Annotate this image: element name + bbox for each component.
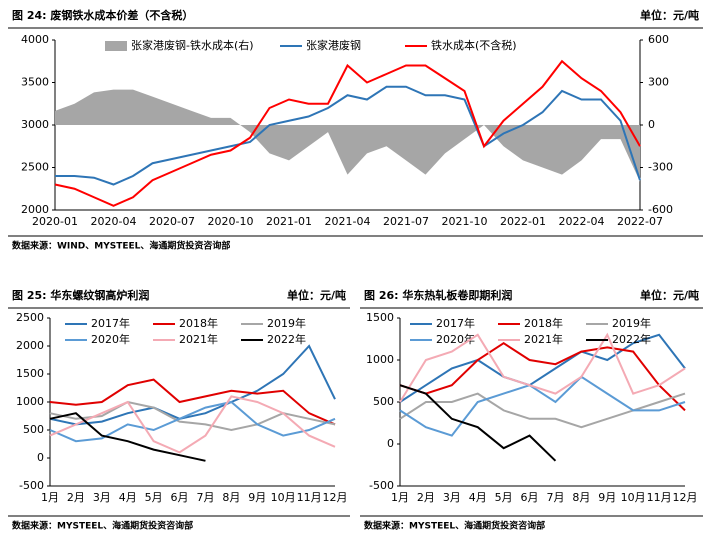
x-tick-label: 2020-07 (149, 215, 195, 228)
y-tick-label: 2500 (16, 311, 44, 324)
x-tick-label: 9月 (598, 491, 616, 504)
x-tick-label: 7月 (546, 491, 564, 504)
y-tick-label: 2000 (16, 339, 44, 352)
x-tick-label: 11月 (647, 491, 672, 504)
legend-label: 2020年 (91, 332, 130, 346)
y-tick-label: 4000 (21, 33, 49, 46)
x-tick-label: 6月 (171, 491, 189, 504)
x-tick-label: 2021-04 (325, 215, 371, 228)
y-tick-label: 1000 (366, 353, 394, 366)
y-tick-label: 500 (373, 395, 394, 408)
legend-label: 铁水成本(不含税) (431, 38, 517, 52)
legend-label: 2021年 (524, 332, 563, 346)
x-tick-label: 6月 (521, 491, 539, 504)
x-tick-label: 8月 (222, 491, 240, 504)
x-tick-label: 5月 (495, 491, 513, 504)
x-tick-label: 2021-10 (442, 215, 488, 228)
chart-title: 图 25: 华东螺纹钢高炉利润 (12, 288, 149, 302)
chart-title: 图 24: 废钢铁水成本价差（不含税） (12, 8, 193, 22)
x-tick-label: 2020-04 (91, 215, 137, 228)
y-tick-label: 2000 (21, 203, 49, 216)
x-tick-label: 3月 (93, 491, 111, 504)
y2-tick-label: 0 (648, 118, 655, 131)
x-tick-label: 2月 (417, 491, 435, 504)
x-tick-label: 7月 (196, 491, 214, 504)
y-tick-label: -500 (19, 479, 44, 492)
x-tick-label: 10月 (621, 491, 646, 504)
y-tick-label: 1500 (16, 367, 44, 380)
y-tick-label: -500 (369, 479, 394, 492)
y-tick-label: 500 (23, 423, 44, 436)
unit-label: 单位：元/吨 (287, 288, 346, 302)
y-tick-label: 0 (387, 437, 394, 450)
x-tick-label: 8月 (572, 491, 590, 504)
line (399, 375, 686, 437)
line (49, 378, 336, 426)
line (399, 392, 686, 429)
x-tick-label: 2022-01 (500, 215, 546, 228)
line (49, 344, 336, 426)
y2-tick-label: -300 (648, 161, 673, 174)
legend-label: 2017年 (91, 316, 130, 330)
chart-title: 图 26: 华东热轧板卷即期利润 (364, 288, 512, 302)
line (49, 400, 336, 432)
legend-label: 2019年 (267, 316, 306, 330)
legend-label: 2021年 (179, 332, 218, 346)
x-tick-label: 2月 (67, 491, 85, 504)
line (54, 59, 641, 207)
x-tick-label: 12月 (323, 491, 348, 504)
x-tick-label: 3月 (443, 491, 461, 504)
x-tick-label: 2022-04 (559, 215, 605, 228)
legend-label: 张家港废钢-铁水成本(右) (131, 38, 254, 52)
area (55, 89, 640, 182)
legend-label: 2018年 (179, 316, 218, 330)
source-note: 数据来源：MYSTEEL、海通期货投资咨询部 (364, 520, 545, 532)
legend-label: 2018年 (524, 316, 563, 330)
y-tick-label: 2500 (21, 161, 49, 174)
legend-label: 2022年 (612, 332, 651, 346)
x-tick-label: 12月 (673, 491, 698, 504)
x-tick-label: 5月 (145, 491, 163, 504)
legend-label: 2019年 (612, 316, 651, 330)
line (399, 332, 686, 403)
unit-label: 单位：元/吨 (640, 288, 699, 302)
line (399, 333, 686, 403)
x-tick-label: 2020-01 (32, 215, 78, 228)
x-tick-label: 4月 (119, 491, 137, 504)
line (399, 342, 686, 412)
y-tick-label: 1500 (366, 311, 394, 324)
legend-label: 张家港废钢 (306, 38, 361, 52)
y-tick-label: 3500 (21, 76, 49, 89)
x-tick-label: 11月 (297, 491, 322, 504)
line (55, 85, 641, 186)
line (399, 384, 557, 462)
y2-tick-label: 600 (648, 33, 669, 46)
legend-swatch (105, 41, 127, 51)
source-note: 数据来源：MYSTEEL、海通期货投资咨询部 (12, 520, 193, 532)
source-note: 数据来源：WIND、MYSTEEL、海通期货投资咨询部 (12, 240, 230, 252)
legend-label: 2020年 (436, 332, 475, 346)
x-tick-label: 1月 (41, 491, 59, 504)
unit-label: 单位：元/吨 (640, 8, 699, 22)
x-tick-label: 1月 (391, 491, 409, 504)
legend-label: 2022年 (267, 332, 306, 346)
y-tick-label: 1000 (16, 395, 44, 408)
line (49, 395, 336, 454)
line (49, 400, 336, 443)
x-tick-label: 10月 (271, 491, 296, 504)
x-tick-label: 9月 (248, 491, 266, 504)
x-tick-label: 2020-10 (208, 215, 254, 228)
x-tick-label: 2021-01 (266, 215, 312, 228)
legend-label: 2017年 (436, 316, 475, 330)
y2-tick-label: 300 (648, 76, 669, 89)
y2-tick-label: -600 (648, 203, 673, 216)
line (49, 412, 206, 462)
x-tick-label: 4月 (469, 491, 487, 504)
y-tick-label: 0 (37, 451, 44, 464)
x-tick-label: 2022-07 (617, 215, 663, 228)
x-tick-label: 2021-07 (383, 215, 429, 228)
y-tick-label: 3000 (21, 118, 49, 131)
